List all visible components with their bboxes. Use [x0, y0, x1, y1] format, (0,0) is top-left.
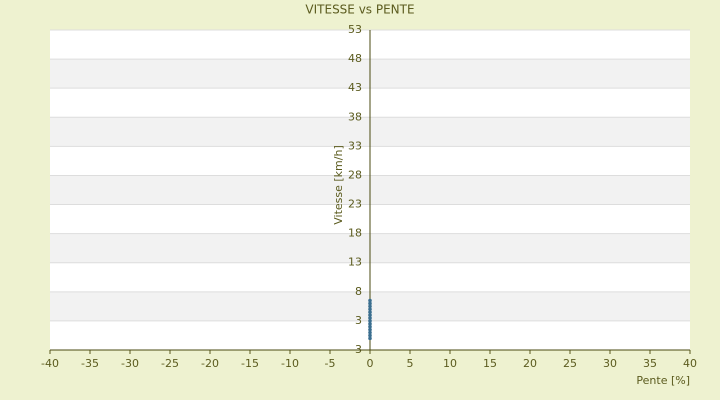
x-tick-label: -5	[325, 357, 336, 370]
point	[368, 319, 372, 323]
x-tick-label: 20	[523, 357, 537, 370]
point	[368, 324, 372, 329]
x-tick-label: 30	[603, 357, 617, 370]
y-tick-label: 28	[348, 168, 362, 181]
x-tick-label: -30	[121, 357, 139, 370]
y-tick-label: 38	[348, 110, 362, 123]
x-tick-label: 15	[483, 357, 497, 370]
x-tick-label: -35	[81, 357, 99, 370]
x-tick-label: 0	[367, 357, 374, 370]
x-axis-title: Pente [%]	[636, 374, 690, 387]
x-tick-label: 25	[563, 357, 577, 370]
chart-title: VITESSE vs PENTE	[305, 3, 414, 17]
x-tick-label: 5	[407, 357, 414, 370]
y-tick-label: 3	[355, 314, 362, 327]
x-tick-label: 40	[683, 357, 697, 370]
x-tick-label: -20	[201, 357, 219, 370]
x-tick-label: 10	[443, 357, 457, 370]
x-tick-label: -40	[41, 357, 59, 370]
point	[368, 304, 372, 309]
y-tick-label: 18	[348, 227, 362, 240]
x-tick-label: -25	[161, 357, 179, 370]
y-tick-label: 23	[348, 198, 362, 211]
point	[368, 298, 372, 303]
point	[368, 330, 372, 335]
point	[368, 310, 372, 314]
point	[368, 327, 372, 332]
point	[368, 333, 372, 338]
x-tick-label: -15	[241, 357, 259, 370]
point	[368, 336, 372, 341]
point	[368, 316, 372, 320]
point	[368, 322, 372, 326]
point	[368, 313, 372, 317]
x-tick-label: -10	[281, 357, 299, 370]
y-tick-label: 13	[348, 256, 362, 269]
y-tick-label: 43	[348, 81, 362, 94]
y-axis-title: Vitesse [km/h]	[332, 145, 345, 225]
x-tick-label: 35	[643, 357, 657, 370]
y-tick-label: 48	[348, 52, 362, 65]
y-tick-label: 8	[355, 285, 362, 298]
point	[368, 307, 372, 312]
y-tick-label: 33	[348, 139, 362, 152]
point	[368, 301, 372, 306]
y-tick-label: 53	[348, 23, 362, 36]
